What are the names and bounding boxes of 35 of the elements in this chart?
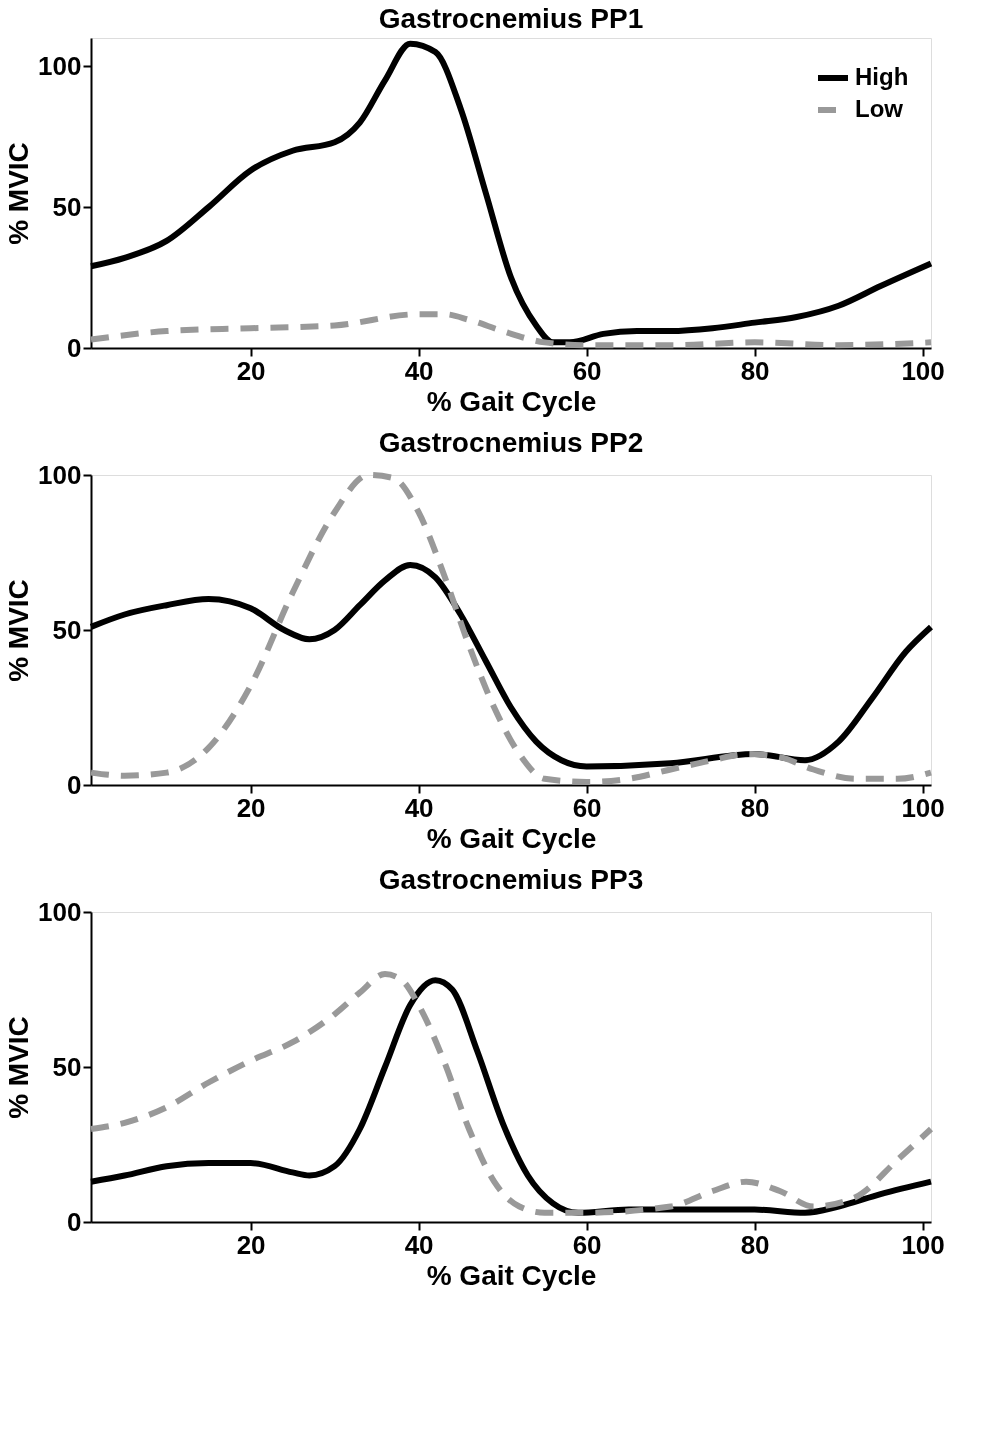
x-tick-label: 40 bbox=[404, 792, 434, 823]
x-tick-label: 80 bbox=[740, 792, 770, 823]
y-tick-label: 50 bbox=[52, 614, 82, 645]
y-tick-label: 100 bbox=[38, 50, 82, 81]
x-tick-label: 80 bbox=[740, 1229, 770, 1260]
x-axis-title: % Gait Cycle bbox=[426, 1259, 597, 1291]
y-tick-label: 0 bbox=[67, 332, 82, 363]
x-tick-label: 60 bbox=[572, 792, 602, 823]
x-tick-label: 40 bbox=[404, 355, 434, 386]
x-tick-label: 100 bbox=[901, 792, 945, 823]
y-tick-label: 50 bbox=[52, 1051, 82, 1082]
x-tick-label: 20 bbox=[236, 355, 266, 386]
x-tick-label: 100 bbox=[901, 355, 945, 386]
x-axis-title: % Gait Cycle bbox=[426, 385, 597, 417]
x-tick-label: 100 bbox=[901, 1229, 945, 1260]
chart-title: Gastrocnemius PP3 bbox=[378, 864, 644, 895]
y-axis-title: % MVIC bbox=[3, 142, 35, 245]
y-tick-label: 50 bbox=[52, 191, 82, 222]
x-tick-label: 20 bbox=[236, 792, 266, 823]
legend-label: Low bbox=[855, 95, 904, 122]
x-tick-label: 60 bbox=[572, 355, 602, 386]
x-tick-label: 40 bbox=[404, 1229, 434, 1260]
x-tick-label: 60 bbox=[572, 1229, 602, 1260]
legend-label: High bbox=[855, 63, 909, 90]
y-axis-title: % MVIC bbox=[3, 579, 35, 682]
chart-title: Gastrocnemius PP1 bbox=[378, 3, 644, 34]
x-tick-label: 20 bbox=[236, 1229, 266, 1260]
y-tick-label: 0 bbox=[67, 1206, 82, 1237]
y-tick-label: 100 bbox=[38, 459, 82, 490]
x-axis-title: % Gait Cycle bbox=[426, 822, 597, 854]
y-tick-label: 0 bbox=[67, 769, 82, 800]
y-axis-title: % MVIC bbox=[3, 1016, 35, 1119]
chart-title: Gastrocnemius PP2 bbox=[378, 427, 644, 458]
y-tick-label: 100 bbox=[38, 896, 82, 927]
x-tick-label: 80 bbox=[740, 355, 770, 386]
